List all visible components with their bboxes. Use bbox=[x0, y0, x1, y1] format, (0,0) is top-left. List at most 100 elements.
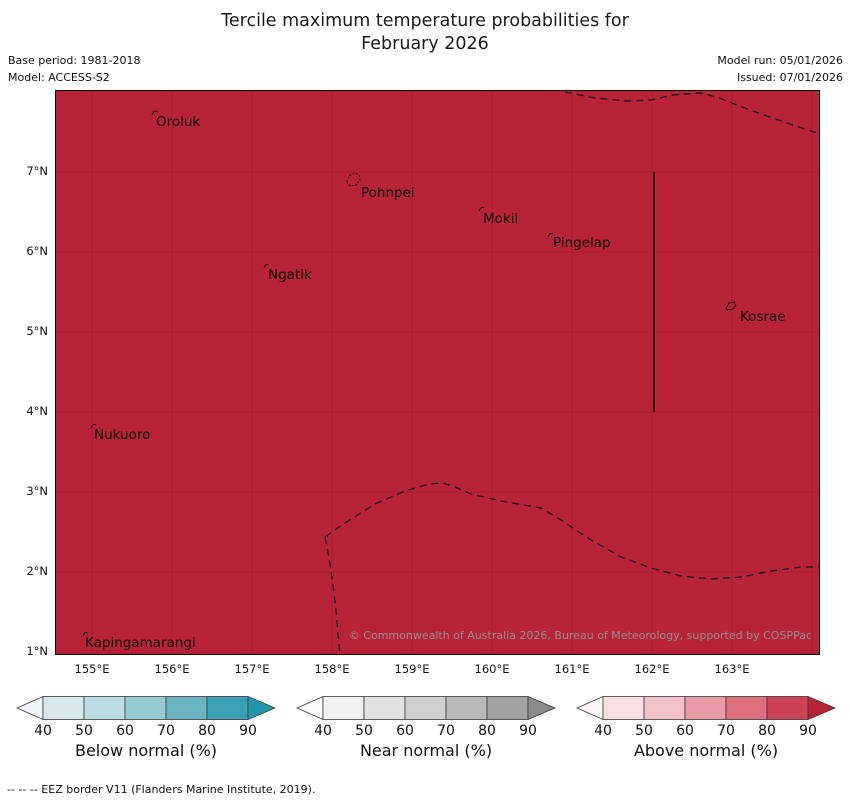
colorbar-segment bbox=[363, 696, 406, 720]
colorbar-segment bbox=[602, 696, 645, 720]
eez-border-note: -- -- -- EEZ border V11 (Flanders Marine… bbox=[7, 783, 316, 796]
eez-border-southwest bbox=[324, 536, 341, 656]
island-label-pohnpei: Pohnpei bbox=[361, 185, 415, 201]
legend-tick: 90 bbox=[519, 723, 537, 739]
y-tick-label: 1°N bbox=[26, 644, 48, 658]
island-label-ngatik: Ngatik bbox=[268, 267, 312, 283]
oroluk-atoll-mark bbox=[151, 110, 159, 116]
legend-tick: 50 bbox=[635, 723, 653, 739]
legend-tick: 40 bbox=[34, 723, 52, 739]
y-tick-label: 6°N bbox=[26, 244, 48, 258]
colorbar-left-arrow bbox=[16, 695, 44, 721]
title-line-2: February 2026 bbox=[361, 34, 489, 54]
colorbar-segment bbox=[83, 696, 126, 720]
above-normal-colorbar bbox=[576, 695, 836, 721]
legend-tick-row: 40 50 60 70 80 90 bbox=[296, 723, 556, 740]
colorbar-segment bbox=[486, 696, 529, 720]
legend-title-near-normal: Near normal (%) bbox=[359, 741, 493, 760]
colorbar-segment bbox=[124, 696, 167, 720]
x-tick-label: 162°E bbox=[634, 662, 670, 676]
legend-tick: 40 bbox=[314, 723, 332, 739]
colorbar-right-arrow bbox=[527, 695, 556, 721]
colorbar-right-arrow bbox=[247, 695, 276, 721]
below-normal-colorbar bbox=[16, 695, 276, 721]
legend-tick: 60 bbox=[116, 723, 134, 739]
map-svg: Oroluk Pohnpei Mokil Pingelap Ngatik Kos… bbox=[55, 90, 821, 656]
colorbar-segment bbox=[404, 696, 447, 720]
x-tick-label: 158°E bbox=[314, 662, 350, 676]
colorbar-segment bbox=[445, 696, 488, 720]
y-tick-label: 2°N bbox=[26, 564, 48, 578]
x-tick-label: 157°E bbox=[234, 662, 270, 676]
island-label-pingelap: Pingelap bbox=[553, 235, 611, 251]
colorbar-segment bbox=[206, 696, 249, 720]
model-info: Base period: 1981-2018 Model: ACCESS-S2 bbox=[8, 53, 140, 86]
legend-below-normal: 40 50 60 70 80 90 Below normal (%) bbox=[16, 693, 276, 760]
copyright-text: © Commonwealth of Australia 2026, Bureau… bbox=[349, 629, 812, 642]
colorbar-segment bbox=[165, 696, 208, 720]
island-label-mokil: Mokil bbox=[483, 211, 518, 227]
pingelap-atoll-mark bbox=[547, 232, 554, 238]
x-tick-label: 163°E bbox=[714, 662, 750, 676]
nukuoro-atoll-mark bbox=[90, 423, 97, 429]
legend-tick: 40 bbox=[594, 723, 612, 739]
colorbar-left-arrow bbox=[296, 695, 324, 721]
colorbar-segment bbox=[725, 696, 768, 720]
colorbar-segment bbox=[684, 696, 727, 720]
graticule-grid bbox=[55, 90, 820, 655]
legend-above-normal: 40 50 60 70 80 90 Above normal (%) bbox=[576, 693, 836, 760]
colorbar-segment bbox=[766, 696, 809, 720]
legend-tick: 90 bbox=[799, 723, 817, 739]
legend-tick: 70 bbox=[717, 723, 735, 739]
colorbar-left-arrow bbox=[576, 695, 604, 721]
colorbar-segment bbox=[643, 696, 686, 720]
x-tick-label: 161°E bbox=[554, 662, 590, 676]
map-panel: Oroluk Pohnpei Mokil Pingelap Ngatik Kos… bbox=[55, 90, 821, 656]
island-label-kosrae: Kosrae bbox=[740, 309, 786, 325]
legend-tick-row: 40 50 60 70 80 90 bbox=[576, 723, 836, 740]
issued-text: Issued: 07/01/2026 bbox=[736, 70, 843, 84]
x-tick-label: 159°E bbox=[394, 662, 430, 676]
mokil-atoll-mark bbox=[478, 206, 485, 212]
colorbar-segment bbox=[322, 696, 365, 720]
page-title: Tercile maximum temperature probabilitie… bbox=[0, 10, 850, 56]
legend-title-below-normal: Below normal (%) bbox=[74, 741, 218, 760]
y-tick-label: 4°N bbox=[26, 404, 48, 418]
island-label-kapingamarangi: Kapingamarangi bbox=[85, 635, 196, 651]
legend-near-normal: 40 50 60 70 80 90 Near normal (%) bbox=[296, 693, 556, 760]
x-tick-label: 156°E bbox=[154, 662, 190, 676]
y-tick-label: 3°N bbox=[26, 484, 48, 498]
ngatik-atoll-mark bbox=[263, 263, 270, 269]
run-info: Model run: 05/01/2026 Issued: 07/01/2026 bbox=[717, 53, 843, 86]
legend-tick: 80 bbox=[758, 723, 776, 739]
island-label-nukuoro: Nukuoro bbox=[94, 427, 150, 443]
legend-tick: 70 bbox=[157, 723, 175, 739]
x-tick-label: 160°E bbox=[474, 662, 510, 676]
legend-title-above-normal: Above normal (%) bbox=[633, 741, 779, 760]
legend-tick: 60 bbox=[396, 723, 414, 739]
title-line-1: Tercile maximum temperature probabilitie… bbox=[221, 11, 629, 31]
legend-tick-row: 40 50 60 70 80 90 bbox=[16, 723, 276, 740]
legend-tick: 80 bbox=[198, 723, 216, 739]
island-label-oroluk: Oroluk bbox=[156, 114, 200, 130]
legend-tick: 50 bbox=[75, 723, 93, 739]
map-probability-fill bbox=[55, 90, 820, 655]
model-name-text: Model: ACCESS-S2 bbox=[8, 70, 110, 84]
legend-tick: 60 bbox=[676, 723, 694, 739]
legend-tick: 80 bbox=[478, 723, 496, 739]
colorbar-right-arrow bbox=[807, 695, 836, 721]
kosrae-island-outline bbox=[725, 301, 737, 311]
x-tick-label: 155°E bbox=[74, 662, 110, 676]
colorbar-segment bbox=[42, 696, 85, 720]
eez-border-south bbox=[324, 482, 820, 580]
kapingamarangi-atoll-mark bbox=[82, 631, 89, 637]
pohnpei-atoll-outline bbox=[346, 172, 361, 187]
legend-tick: 70 bbox=[437, 723, 455, 739]
y-tick-label: 5°N bbox=[26, 324, 48, 338]
model-run-text: Model run: 05/01/2026 bbox=[717, 54, 843, 67]
eez-border-northeast bbox=[564, 91, 821, 135]
base-period-text: Base period: 1981-2018 bbox=[8, 54, 141, 67]
legend-tick: 50 bbox=[355, 723, 373, 739]
y-tick-label: 7°N bbox=[26, 164, 48, 178]
